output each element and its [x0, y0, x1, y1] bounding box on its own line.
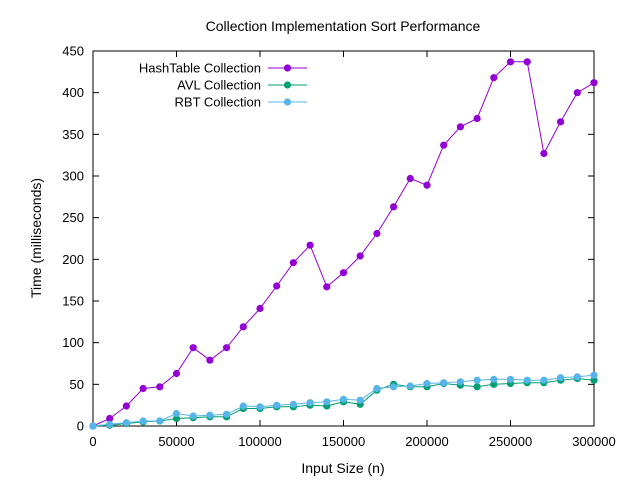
x-tick-label: 0 — [89, 434, 96, 449]
y-tick-label: 100 — [62, 335, 84, 350]
axes: 0 50000 100000 150000 200000 250000 300000 0 50 1… — [62, 44, 615, 450]
data-point — [206, 356, 214, 364]
data-point — [289, 400, 297, 408]
data-point — [440, 141, 448, 149]
series-line-0 — [92, 61, 595, 427]
data-point — [306, 399, 314, 407]
data-point — [223, 410, 231, 418]
plot-frame — [92, 50, 595, 427]
x-tick-label: 300000 — [572, 434, 615, 449]
legend: HashTable Collection AVL Collection RBT Co… — [139, 61, 307, 110]
x-tick-label: 200000 — [405, 434, 448, 449]
data-point — [473, 376, 481, 384]
data-point — [339, 269, 348, 277]
data-point — [156, 417, 164, 425]
data-point — [590, 79, 598, 87]
data-point — [273, 401, 281, 409]
y-axis-label: Time (milliseconds) — [28, 178, 44, 298]
data-point — [306, 241, 314, 249]
data-point — [540, 149, 548, 158]
x-tick-label: 250000 — [489, 434, 532, 449]
data-point — [490, 74, 498, 82]
data-point — [473, 383, 481, 391]
legend-marker-1 — [283, 81, 292, 89]
y-tick-label: 50 — [70, 377, 84, 392]
data-point — [189, 412, 197, 420]
series-layer — [89, 58, 598, 430]
legend-marker-0 — [283, 64, 292, 72]
y-tick-label: 300 — [62, 169, 84, 184]
data-point — [456, 378, 464, 386]
y-tick-label: 150 — [62, 294, 84, 309]
data-point — [106, 414, 114, 423]
data-point — [406, 382, 414, 390]
data-point — [490, 380, 498, 388]
y-tick-label: 400 — [62, 85, 84, 100]
x-tick-label: 50000 — [158, 434, 194, 449]
data-point — [573, 373, 581, 381]
data-point — [223, 344, 231, 352]
data-point — [89, 422, 97, 430]
data-point — [540, 376, 548, 384]
plot-area — [92, 50, 595, 427]
data-point — [106, 420, 114, 428]
data-point — [256, 403, 264, 411]
data-point — [206, 411, 214, 419]
data-point — [273, 282, 281, 290]
data-point — [339, 395, 348, 403]
data-point — [590, 371, 598, 379]
data-point — [473, 114, 481, 123]
chart-title: Collection Implementation Sort Performan… — [206, 18, 481, 34]
data-point — [156, 383, 164, 391]
data-point — [172, 369, 181, 378]
data-point — [172, 414, 181, 423]
data-point — [506, 375, 515, 383]
data-point — [523, 376, 531, 384]
x-tick-label: 150000 — [322, 434, 365, 449]
data-point — [423, 181, 431, 189]
data-point — [239, 323, 247, 331]
legend-label-0: HashTable Collection — [139, 61, 261, 76]
data-point — [373, 229, 381, 238]
data-point — [172, 409, 181, 418]
legend-label-2: RBT Collection — [175, 95, 261, 110]
y-tick-label: 350 — [62, 127, 84, 142]
data-point — [573, 89, 581, 97]
data-point — [423, 379, 431, 388]
data-point — [239, 402, 247, 410]
data-point — [139, 417, 147, 425]
data-point — [373, 384, 381, 393]
y-tick-label: 450 — [62, 44, 84, 59]
data-point — [557, 118, 565, 126]
y-tick-label: 0 — [77, 419, 84, 434]
data-point — [323, 283, 331, 291]
data-point — [506, 58, 515, 66]
x-axis-label: Input Size (n) — [301, 460, 384, 476]
data-point — [189, 344, 197, 352]
legend-marker-2 — [283, 98, 292, 106]
data-point — [406, 174, 414, 183]
y-tick-label: 200 — [62, 252, 84, 267]
data-point — [440, 379, 448, 387]
data-point — [523, 58, 531, 66]
data-point — [390, 383, 398, 391]
y-tick-label: 250 — [62, 210, 84, 225]
data-point — [356, 396, 364, 404]
data-point — [289, 259, 297, 267]
data-point — [122, 419, 130, 427]
data-point — [122, 402, 130, 410]
data-point — [256, 304, 264, 313]
data-point — [557, 374, 565, 382]
data-point — [590, 376, 598, 384]
data-point — [323, 398, 331, 406]
data-point — [139, 384, 147, 393]
data-point — [490, 375, 498, 383]
legend-label-1: AVL Collection — [177, 78, 261, 93]
data-point — [390, 203, 398, 211]
x-tick-label: 100000 — [238, 434, 281, 449]
data-point — [356, 252, 364, 260]
data-point — [456, 123, 464, 131]
